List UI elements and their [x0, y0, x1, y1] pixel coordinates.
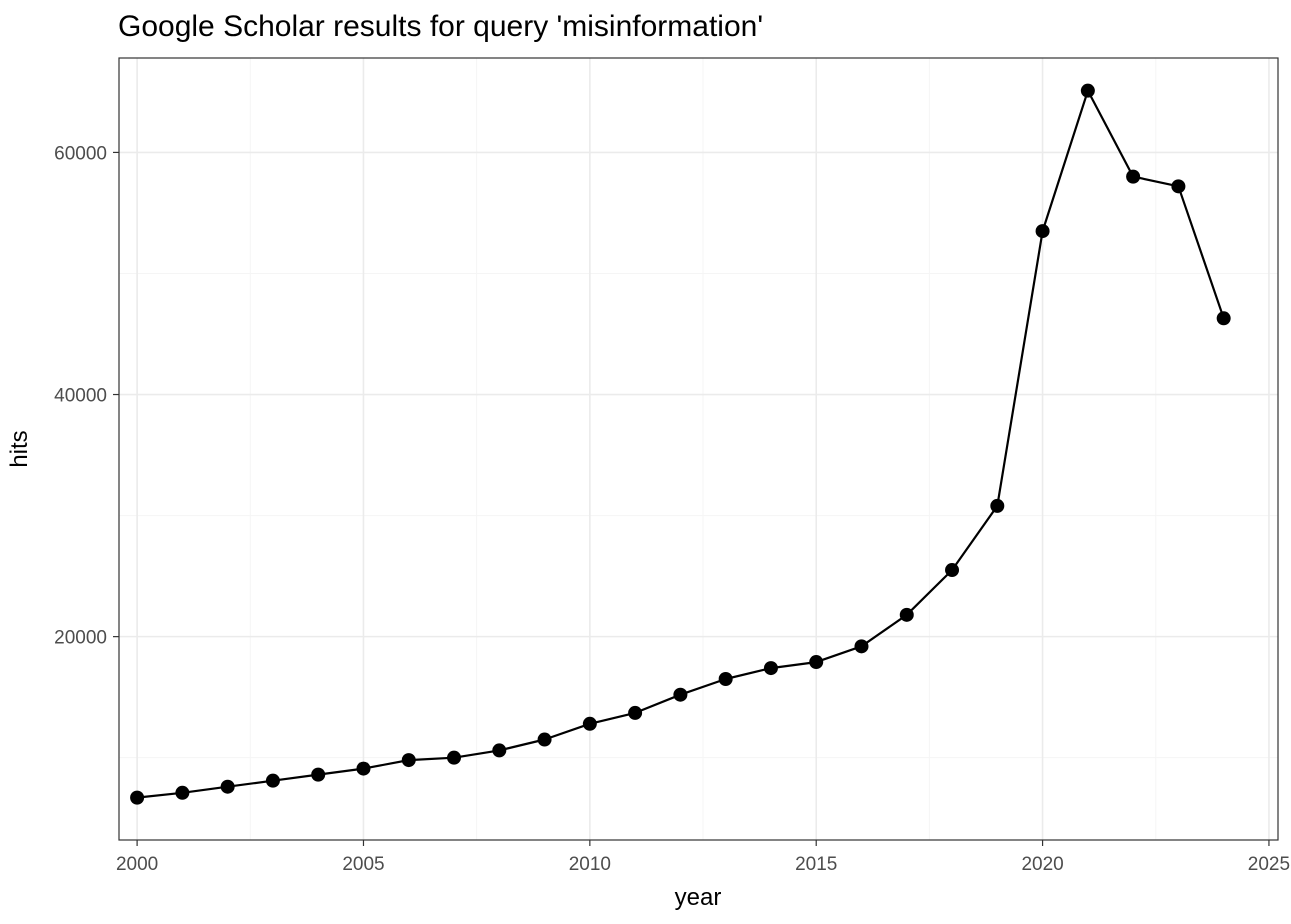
y-tick-label: 40000: [54, 386, 107, 407]
data-point: [1080, 83, 1095, 98]
data-point: [220, 779, 235, 794]
grid-minor-lines: [119, 58, 1278, 840]
y-axis-title: hits: [6, 430, 33, 467]
data-point: [492, 743, 507, 758]
x-tick-label: 2020: [1021, 854, 1063, 875]
panel-border: [118, 57, 1279, 841]
y-tick-label: 60000: [54, 143, 107, 164]
x-tick-label: 2010: [569, 854, 611, 875]
data-point: [899, 607, 914, 622]
data-point: [130, 790, 145, 805]
data-point: [990, 498, 1005, 513]
data-point: [718, 672, 733, 686]
data-point: [673, 687, 688, 702]
data-point: [537, 732, 552, 747]
x-tick-label: 2025: [1248, 854, 1290, 875]
y-axis: 20000 40000 60000: [54, 143, 119, 649]
data-point: [1126, 169, 1141, 184]
data-point: [854, 639, 869, 654]
data-point: [356, 761, 371, 776]
data-point: [175, 785, 190, 800]
data-point: [763, 661, 778, 676]
grid-major-lines: [119, 58, 1278, 840]
data-point: [401, 753, 416, 768]
x-tick-label: 2015: [795, 854, 837, 875]
x-tick-label: 2000: [116, 854, 158, 875]
data-point: [809, 655, 824, 670]
data-point: [265, 773, 280, 788]
series-layer: [130, 83, 1231, 805]
data-point: [582, 716, 597, 731]
y-tick-label: 20000: [54, 628, 107, 649]
data-point: [628, 705, 643, 720]
data-point: [1171, 179, 1186, 194]
data-point: [1035, 224, 1050, 239]
x-axis: 2000 2005 2010 2015 2020 2025: [116, 840, 1290, 875]
data-point: [1216, 311, 1231, 326]
x-tick-label: 2005: [342, 854, 384, 875]
data-points: [130, 83, 1231, 805]
data-point: [447, 750, 462, 765]
x-axis-title: year: [675, 884, 722, 911]
chart-title: Google Scholar results for query 'misinf…: [118, 10, 763, 43]
data-point: [311, 767, 326, 782]
data-point: [945, 563, 960, 578]
